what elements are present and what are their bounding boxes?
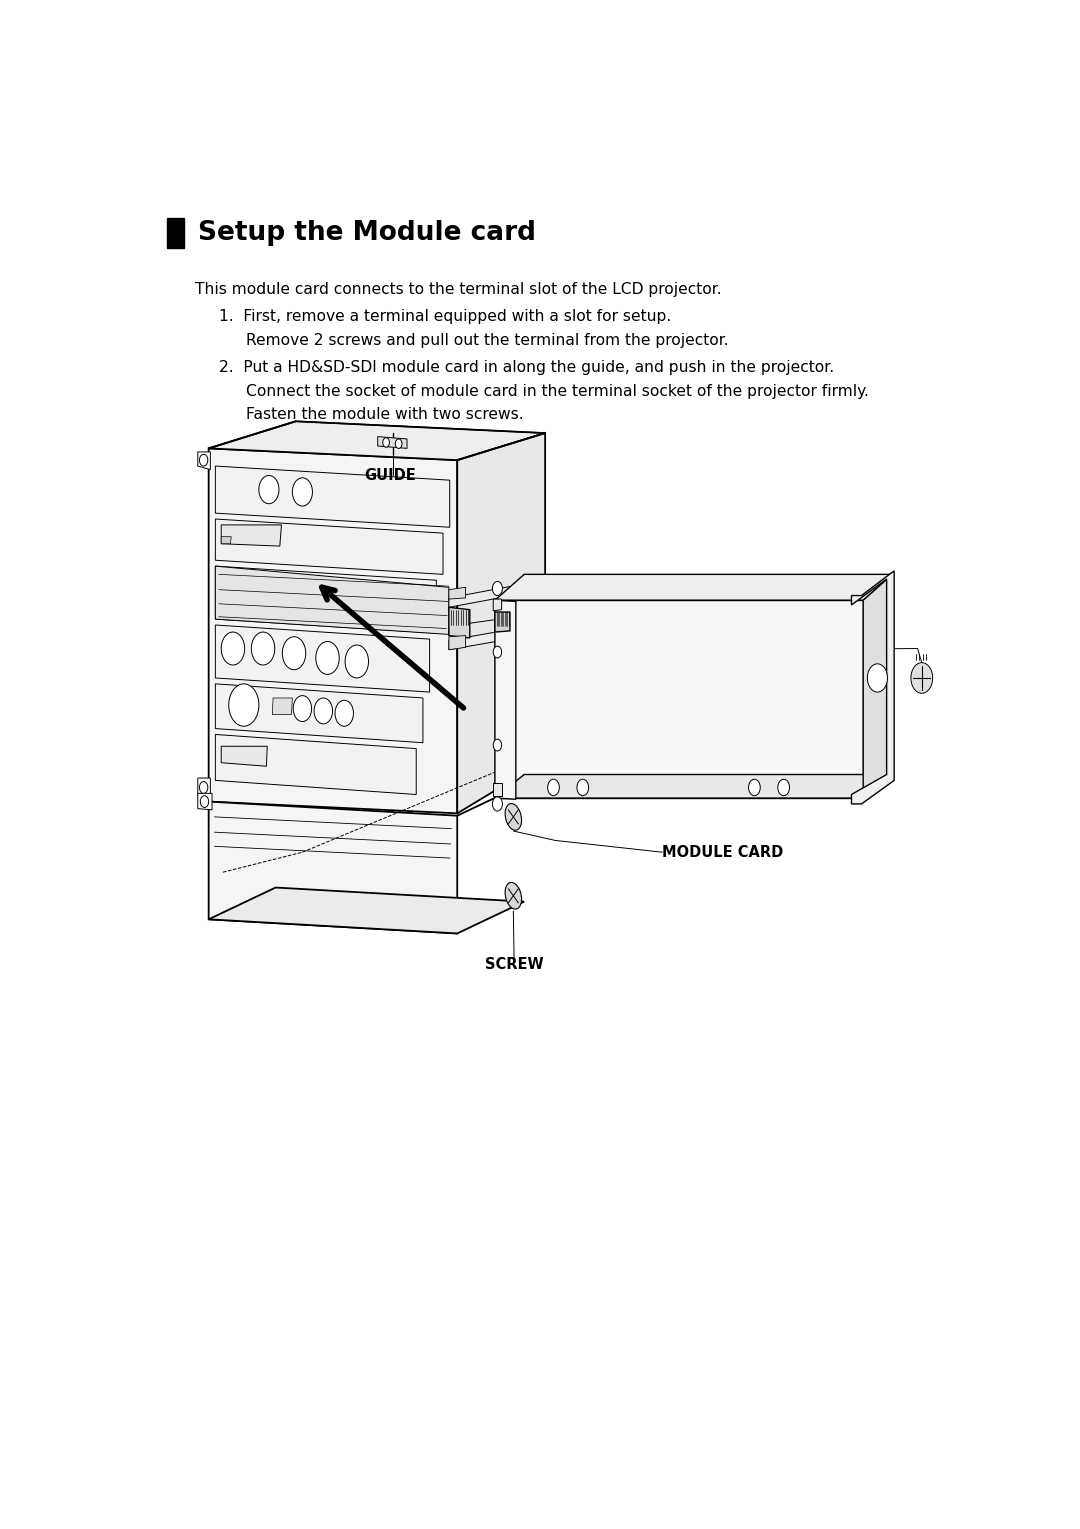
Polygon shape [457,433,545,813]
Circle shape [293,696,312,722]
Polygon shape [208,422,545,460]
Text: Remove 2 screws and pull out the terminal from the projector.: Remove 2 screws and pull out the termina… [246,333,729,349]
Polygon shape [378,437,407,448]
Circle shape [282,636,306,670]
Polygon shape [215,683,423,743]
Circle shape [748,780,760,795]
Polygon shape [449,607,470,638]
Text: Fasten the module with two screws.: Fasten the module with two screws. [246,407,524,422]
Polygon shape [221,537,231,544]
Circle shape [492,581,502,595]
Circle shape [346,645,368,677]
Ellipse shape [505,804,522,830]
Circle shape [395,439,402,448]
Polygon shape [215,566,449,635]
Polygon shape [208,448,457,813]
Circle shape [910,662,933,693]
Text: SOCKET: SOCKET [583,602,648,618]
Circle shape [778,780,789,795]
Text: GUIDE: GUIDE [364,468,416,483]
Polygon shape [221,524,282,546]
Text: Setup the Module card: Setup the Module card [198,220,536,246]
Circle shape [335,700,353,726]
Circle shape [492,797,502,810]
Text: 2.  Put a HD&SD-SDI module card in along the guide, and push in the projector.: 2. Put a HD&SD-SDI module card in along … [218,359,834,375]
Polygon shape [495,601,863,798]
Polygon shape [215,466,449,528]
Polygon shape [494,599,501,612]
Polygon shape [208,887,524,933]
Polygon shape [215,518,443,575]
Circle shape [315,642,339,674]
Polygon shape [494,783,501,795]
Text: This module card connects to the terminal slot of the LCD projector.: This module card connects to the termina… [195,283,721,297]
Circle shape [221,631,245,665]
Text: SCREW: SCREW [485,957,543,971]
Polygon shape [221,746,267,766]
Circle shape [252,631,274,665]
Circle shape [259,476,279,503]
Circle shape [229,683,259,726]
Polygon shape [198,794,212,810]
Polygon shape [495,775,892,798]
Circle shape [548,780,559,795]
Polygon shape [449,587,465,599]
Polygon shape [215,625,430,693]
Circle shape [577,780,589,795]
Circle shape [494,739,501,751]
Text: Connect the socket of module card in the terminal socket of the projector firmly: Connect the socket of module card in the… [246,384,869,399]
Polygon shape [215,734,416,795]
Polygon shape [449,579,543,607]
Polygon shape [215,566,436,633]
Polygon shape [449,624,543,650]
Circle shape [494,647,501,657]
Bar [166,219,184,248]
Polygon shape [863,575,892,798]
Text: SCREW: SCREW [748,645,807,659]
Circle shape [293,477,312,506]
Polygon shape [495,601,516,800]
Polygon shape [495,575,892,601]
Polygon shape [272,697,293,714]
Polygon shape [198,453,211,469]
Circle shape [382,437,390,446]
Ellipse shape [505,882,522,910]
Circle shape [200,781,207,794]
Polygon shape [495,612,510,631]
Polygon shape [851,570,894,804]
Polygon shape [208,801,457,933]
Circle shape [200,454,207,466]
Circle shape [867,664,888,693]
Text: 1.  First, remove a terminal equipped with a slot for setup.: 1. First, remove a terminal equipped wit… [218,309,671,324]
Circle shape [200,795,208,807]
Text: MODULE CARD: MODULE CARD [662,844,784,859]
Polygon shape [198,778,211,798]
Circle shape [314,697,333,723]
Polygon shape [449,636,465,650]
